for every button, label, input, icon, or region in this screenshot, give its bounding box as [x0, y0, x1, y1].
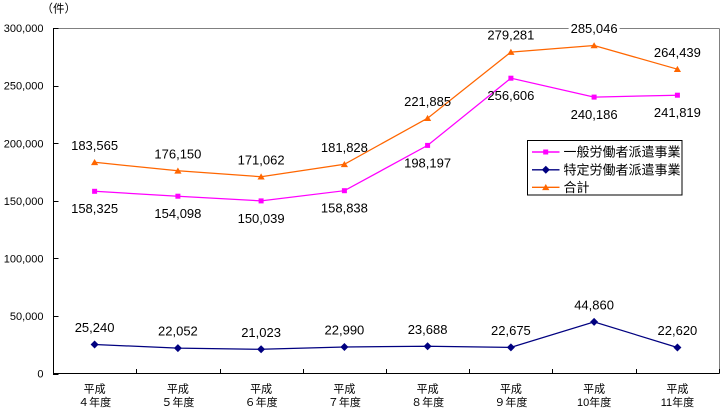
svg-text:150,000: 150,000: [4, 196, 44, 208]
svg-text:221,885: 221,885: [404, 94, 451, 109]
svg-text:平成: 平成: [250, 383, 272, 396]
svg-text:285,046: 285,046: [571, 21, 618, 36]
svg-text:100,000: 100,000: [4, 253, 44, 265]
svg-text:240,186: 240,186: [571, 107, 618, 122]
svg-text:21,023: 21,023: [241, 325, 281, 340]
svg-text:158,838: 158,838: [321, 201, 368, 216]
svg-text:300,000: 300,000: [4, 23, 44, 35]
svg-text:22,675: 22,675: [491, 323, 531, 338]
svg-text:平成: 平成: [417, 383, 439, 396]
svg-text:平成: 平成: [500, 383, 522, 396]
svg-text:９年度: ９年度: [494, 395, 527, 409]
svg-text:241,819: 241,819: [654, 105, 701, 120]
svg-text:158,325: 158,325: [71, 201, 118, 216]
svg-text:22,620: 22,620: [658, 323, 698, 338]
svg-text:200,000: 200,000: [4, 138, 44, 150]
svg-text:特定労働者派遣事業: 特定労働者派遣事業: [564, 162, 681, 177]
svg-text:183,565: 183,565: [71, 138, 118, 153]
svg-text:181,828: 181,828: [321, 140, 368, 155]
svg-text:198,197: 198,197: [404, 155, 451, 170]
svg-text:50,000: 50,000: [10, 311, 44, 323]
svg-text:171,062: 171,062: [238, 152, 285, 167]
svg-text:0: 0: [37, 368, 43, 380]
svg-text:279,281: 279,281: [487, 28, 534, 43]
svg-text:４年度: ４年度: [78, 395, 111, 409]
svg-text:平成: 平成: [167, 383, 189, 396]
svg-text:44,860: 44,860: [574, 298, 614, 313]
svg-text:７年度: ７年度: [328, 395, 361, 409]
svg-text:25,240: 25,240: [75, 320, 115, 335]
svg-text:８年度: ８年度: [411, 395, 444, 409]
svg-text:10年度: 10年度: [577, 395, 611, 409]
svg-text:平成: 平成: [333, 383, 355, 396]
svg-text:250,000: 250,000: [4, 81, 44, 93]
svg-text:154,098: 154,098: [154, 206, 201, 221]
svg-text:合計: 合計: [564, 180, 590, 195]
svg-text:264,439: 264,439: [654, 45, 701, 60]
svg-text:平成: 平成: [666, 383, 688, 396]
svg-text:22,052: 22,052: [158, 324, 198, 339]
svg-text:平成: 平成: [84, 383, 106, 396]
svg-text:150,039: 150,039: [238, 211, 285, 226]
svg-text:176,150: 176,150: [154, 146, 201, 161]
svg-text:256,606: 256,606: [487, 88, 534, 103]
svg-text:５年度: ５年度: [161, 395, 194, 409]
svg-text:23,688: 23,688: [408, 322, 448, 337]
svg-text:一般労働者派遣事業: 一般労働者派遣事業: [564, 145, 681, 160]
svg-text:11年度: 11年度: [661, 395, 694, 409]
svg-text:平成: 平成: [583, 383, 605, 396]
svg-text:６年度: ６年度: [245, 395, 278, 409]
svg-text:（件）: （件）: [42, 2, 77, 16]
svg-text:22,990: 22,990: [325, 323, 365, 338]
